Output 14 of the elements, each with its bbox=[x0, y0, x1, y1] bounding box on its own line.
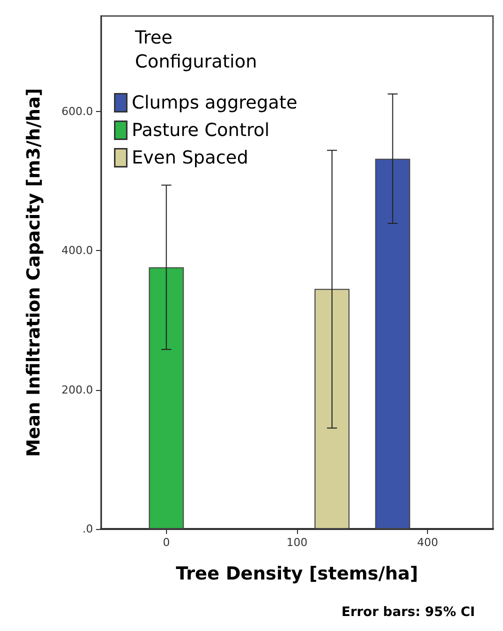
x-tick-label: 0 bbox=[162, 536, 170, 549]
legend-label: Even Spaced bbox=[132, 147, 248, 168]
y-axis-title: Mean Infiltration Capacity [m3/h/ha] bbox=[24, 88, 44, 457]
legend-label: Clumps aggregate bbox=[132, 92, 298, 114]
y-tick-label: 400.0 bbox=[62, 244, 93, 258]
legend-title: Tree Configuration bbox=[134, 28, 258, 72]
y-tick-label: .0 bbox=[82, 522, 93, 536]
text: Error bars: 95% CI bbox=[341, 605, 476, 620]
y-tick-label: 200.0 bbox=[62, 383, 93, 396]
x-axis-title: Tree Density [stems/ha] bbox=[176, 564, 418, 584]
x-tick-label: 100 bbox=[286, 536, 308, 549]
y-tick-label: 600.0 bbox=[62, 104, 93, 118]
legend-label: Pasture Control bbox=[132, 120, 270, 141]
x-tick-label: 400 bbox=[417, 536, 438, 549]
